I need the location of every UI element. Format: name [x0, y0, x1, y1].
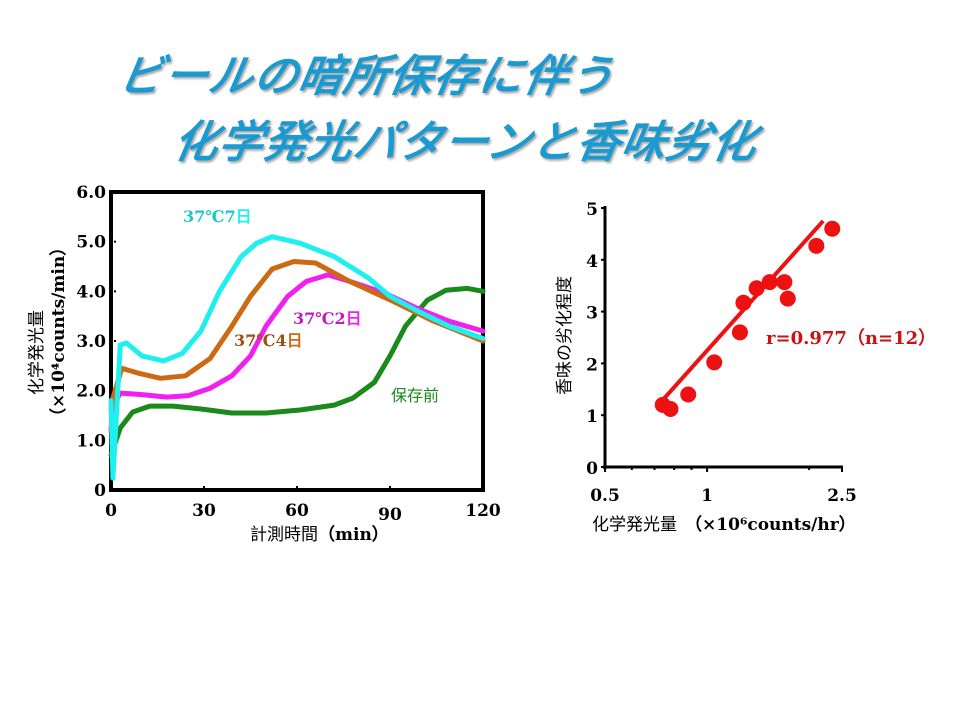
left-ytick-label: 2.0: [76, 382, 106, 402]
series-line-3: [108, 285, 486, 458]
scatter-point: [735, 294, 752, 311]
left-xlabel-unit: （min）: [318, 524, 389, 545]
chemiluminescence-time-chart: 0 1.0 2.0 3.0 4.0 5.0 6.0 0 30 60 90 120 化学発光量 （×1…: [27, 183, 501, 545]
left-ylabel-unit: （×10⁴counts/min）: [48, 239, 69, 425]
series-line-0: [108, 234, 486, 481]
left-ytick-label: 6.0: [76, 183, 106, 203]
scatter-point: [779, 290, 796, 307]
left-y-axis-title: 化学発光量 （×10⁴counts/min）: [27, 239, 69, 425]
left-xtick-label: 120: [465, 501, 501, 521]
left-ylabel: 化学発光量: [27, 310, 47, 395]
left-xlabel: 計測時間: [250, 525, 318, 545]
right-xtick-label: 1: [701, 486, 713, 506]
left-xtick-label: 90: [378, 505, 402, 525]
left-ytick-mark: [114, 340, 116, 342]
regression-line: [659, 219, 825, 404]
label-37c2d: 37℃2日: [293, 309, 362, 328]
scatter-point: [761, 274, 778, 291]
right-ytick-label: 5: [586, 200, 598, 220]
left-xtick-label: 30: [192, 501, 216, 521]
right-xtick-label: 0.5: [590, 486, 620, 506]
series-line-1: [108, 259, 486, 413]
label-37c4d: 37℃4日: [234, 331, 303, 350]
scatter-point: [824, 220, 841, 237]
right-xlabel: 化学発光量: [592, 515, 677, 535]
flavor-deterioration-scatter: 0 1 2 3 4 5 0.5 1 2.5 香味の劣化程度 化学発光量 （×10⁶counts…: [555, 200, 936, 535]
left-ytick-label: 3.0: [76, 332, 106, 352]
right-xtick-label: 2.5: [827, 486, 857, 506]
left-ytick-mark: [114, 240, 116, 243]
left-ytick-label: 0: [94, 481, 106, 501]
left-ytick-label: 5.0: [76, 233, 106, 253]
right-ytick-label: 2: [586, 355, 598, 375]
left-ytick-label: 1.0: [76, 431, 106, 451]
scatter-point: [731, 324, 748, 341]
scatter-point: [680, 386, 697, 403]
right-ytick-label: 1: [586, 407, 598, 427]
scatter-point: [706, 354, 723, 371]
left-ytick-mark: [114, 290, 116, 293]
scatter-point: [808, 237, 825, 254]
left-xtick-label: 0: [105, 501, 117, 521]
scatter-point: [662, 400, 679, 417]
right-ylabel: 香味の劣化程度: [555, 276, 575, 395]
right-xlabel-unit: （×10⁶counts/hr）: [685, 514, 856, 535]
correlation-annotation: r=0.977（n=12）: [766, 328, 936, 349]
left-ytick-label: 4.0: [76, 282, 106, 302]
label-before-storage: 保存前: [391, 386, 439, 405]
label-37c7d: 37℃7日: [183, 207, 252, 226]
right-ytick-label: 4: [586, 252, 598, 272]
scatter-point: [748, 280, 765, 297]
right-ytick-label: 3: [586, 304, 598, 324]
left-xtick-label: 60: [285, 501, 309, 521]
right-ytick-label: 0: [586, 459, 598, 479]
scatter-point: [776, 274, 793, 291]
